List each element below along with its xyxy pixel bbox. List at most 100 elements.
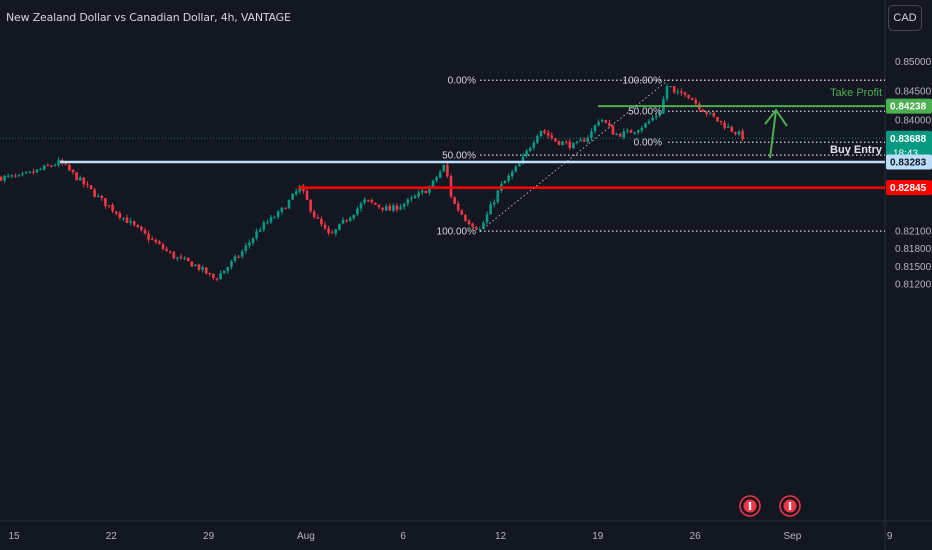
candle-body: [467, 220, 471, 225]
candle-body: [183, 258, 186, 260]
candle-body: [726, 126, 730, 128]
candle-body: [68, 164, 71, 171]
candle-body: [705, 111, 708, 114]
candle-body: [237, 256, 240, 258]
candle-body: [230, 261, 233, 267]
candle-body: [276, 211, 280, 217]
candle-body: [147, 233, 150, 240]
candle-body: [35, 169, 39, 173]
candle-body: [561, 141, 564, 146]
time-tick-label: 22: [106, 531, 118, 542]
price-tick-label: 0.85000: [895, 57, 932, 68]
candle-body: [543, 130, 546, 133]
candle-body: [0, 176, 3, 181]
time-tick-label: 9: [887, 531, 893, 542]
candle-body: [186, 257, 190, 262]
fib-level-label: 0.00%: [448, 76, 476, 87]
candle-body: [143, 229, 147, 234]
chart-title: New Zealand Dollar vs Canadian Dollar, 4…: [6, 11, 291, 24]
time-tick-label: 19: [592, 531, 604, 542]
candle-body: [464, 215, 467, 221]
candle-body: [287, 199, 291, 209]
candle-body: [626, 130, 629, 132]
candle-body: [377, 204, 381, 207]
currency-button[interactable]: CAD: [888, 5, 922, 31]
time-axis[interactable]: 15 22 29 Aug 6 12 19 26 Sep 9: [8, 531, 892, 542]
candle-body: [294, 191, 298, 195]
candle-body: [647, 120, 651, 124]
candle-body: [172, 251, 176, 259]
candle-body: [669, 86, 672, 88]
price-tick-label: 0.81800: [895, 244, 932, 255]
candle-body: [568, 141, 572, 148]
earnings-event-icon[interactable]: [739, 495, 761, 517]
candle-body: [654, 115, 658, 118]
candle-body: [420, 190, 424, 193]
candle-body: [406, 199, 410, 204]
candle-body: [150, 239, 154, 241]
candle-body: [64, 163, 68, 165]
candle-body: [215, 278, 219, 280]
candle-body: [89, 185, 93, 190]
candle-body: [3, 175, 6, 181]
candle-body: [266, 222, 269, 224]
candle-body: [75, 172, 78, 181]
candle-body: [168, 251, 172, 253]
candle-body: [312, 211, 316, 218]
candle-body: [370, 200, 374, 203]
candle-body: [244, 245, 248, 251]
candle-body: [165, 248, 168, 251]
candle-body: [554, 138, 557, 142]
candle-body: [503, 180, 507, 184]
time-tick-label: 12: [495, 531, 507, 542]
fib-level-label: 100.00%: [437, 227, 477, 238]
buy-entry-price-tag-value: 0.83283: [890, 157, 927, 168]
candle-body: [676, 91, 680, 93]
fib-level-label: 50.00%: [442, 151, 476, 162]
time-tick-label: Sep: [784, 531, 802, 542]
candle-body: [240, 251, 244, 257]
candle-body: [32, 171, 35, 173]
fib-trend-line[interactable]: [479, 79, 669, 232]
candle-body: [269, 217, 273, 223]
candle-body: [46, 164, 50, 166]
candle-body: [665, 86, 669, 100]
price-axis[interactable]: 0.850000.845000.840000.824000.821000.818…: [886, 57, 932, 290]
candle-body: [590, 131, 593, 139]
candle-body: [597, 121, 600, 126]
candle-body: [114, 211, 118, 214]
fib-layer: 0.00% 50.00% 100.00% 100.00% 50.00% 0.00%: [437, 76, 885, 238]
candle-body: [582, 139, 586, 142]
candle-body: [251, 238, 255, 244]
candle-body: [363, 199, 366, 203]
candle-body: [17, 174, 21, 176]
candle-body: [399, 206, 402, 210]
candle-body: [694, 100, 698, 104]
candle-body: [132, 221, 136, 225]
candle-body: [374, 202, 377, 205]
target-arrow-shaft[interactable]: [769, 109, 777, 159]
candle-body: [435, 177, 438, 181]
price-tick-label: 0.81500: [895, 262, 932, 273]
earnings-event-icon[interactable]: [779, 495, 801, 517]
candle-body: [158, 241, 161, 244]
candle-body: [644, 123, 647, 128]
candle-body: [327, 228, 330, 234]
candle-body: [273, 217, 276, 219]
candle-body: [557, 140, 561, 145]
price-tick-label: 0.82100: [895, 227, 932, 238]
candle-body: [208, 273, 212, 275]
candle-body: [410, 197, 413, 200]
candle-body: [716, 116, 719, 122]
buy-entry-price-tag: [886, 154, 932, 170]
candle-body: [438, 171, 442, 178]
target-arrow-head[interactable]: [764, 108, 788, 127]
stop-price-tag-value: 0.82845: [890, 183, 927, 194]
candle-body: [352, 214, 356, 219]
candle-body: [651, 117, 654, 121]
current-price-tag-value: 0.83688: [890, 134, 927, 145]
candle-body: [546, 132, 550, 136]
candle-body: [154, 239, 158, 243]
